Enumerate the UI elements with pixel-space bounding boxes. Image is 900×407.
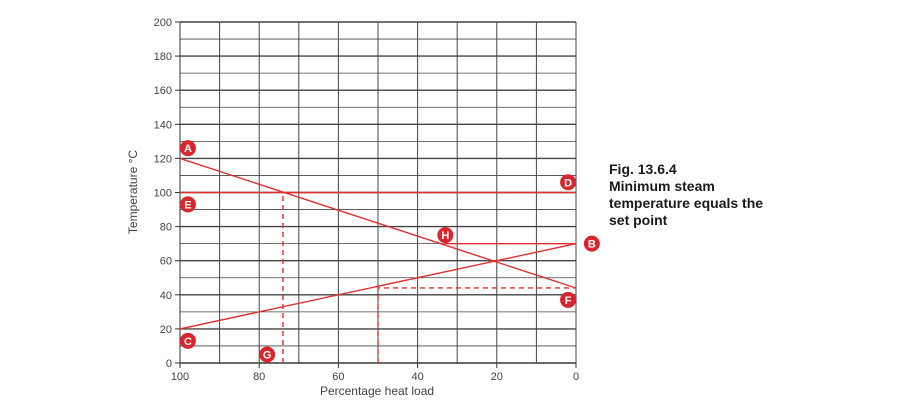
marker-label: C xyxy=(184,336,192,348)
y-tick-label: 60 xyxy=(160,256,172,268)
point-markers: A D E H B F C G xyxy=(179,140,600,363)
marker-g: G xyxy=(259,346,276,363)
marker-a: A xyxy=(179,140,196,157)
y-tick-label: 160 xyxy=(154,85,172,97)
marker-label: B xyxy=(588,239,596,251)
marker-circle xyxy=(259,346,276,363)
marker-circle xyxy=(437,227,454,244)
x-tick-label: 80 xyxy=(253,371,265,383)
axes xyxy=(175,22,576,368)
y-tick-label: 140 xyxy=(154,119,172,131)
y-tick-label: 0 xyxy=(166,358,172,370)
marker-circle xyxy=(179,196,196,213)
y-tick-label: 20 xyxy=(160,324,172,336)
y-tick-label: 120 xyxy=(154,153,172,165)
marker-label: F xyxy=(565,295,572,307)
marker-b: B xyxy=(583,235,600,252)
marker-d: D xyxy=(560,174,577,191)
marker-label: D xyxy=(564,177,572,189)
marker-circle xyxy=(179,332,196,349)
marker-circle xyxy=(560,174,577,191)
marker-circle xyxy=(583,235,600,252)
y-tick-label: 80 xyxy=(160,222,172,234)
series-lines xyxy=(179,157,577,363)
x-tick-label: 20 xyxy=(491,371,503,383)
marker-label: G xyxy=(263,349,272,361)
x-tick-label: 60 xyxy=(332,371,344,383)
figure-caption: Fig. 13.6.4 Minimum steam temperature eq… xyxy=(609,161,849,229)
marker-c: C xyxy=(179,332,196,349)
y-tick-label: 180 xyxy=(154,51,172,63)
y-tick-label: 100 xyxy=(154,188,172,200)
x-axis-label: Percentage heat load xyxy=(320,384,434,398)
marker-h: H xyxy=(437,227,454,244)
marker-label: A xyxy=(184,143,192,155)
marker-e: E xyxy=(179,196,196,213)
series-line-af xyxy=(179,157,577,289)
caption-line: temperature equals the xyxy=(609,195,764,211)
x-tick-label: 100 xyxy=(171,371,189,383)
caption-line: set point xyxy=(609,212,668,228)
y-tick-label: 40 xyxy=(160,290,172,302)
caption-line: Minimum steam xyxy=(609,178,715,194)
y-axis-label: Temperature °C xyxy=(126,150,140,234)
marker-circle xyxy=(560,291,577,308)
caption-line: Fig. 13.6.4 xyxy=(609,161,677,177)
marker-label: H xyxy=(441,230,449,242)
y-tick-label: 200 xyxy=(154,17,172,29)
marker-label: E xyxy=(184,199,191,211)
series-line-f-dashed xyxy=(377,287,576,363)
marker-circle xyxy=(179,140,196,157)
x-tick-label: 40 xyxy=(411,371,423,383)
series-line-cb xyxy=(179,242,577,330)
marker-f: F xyxy=(560,291,577,308)
x-tick-label: 0 xyxy=(573,371,579,383)
